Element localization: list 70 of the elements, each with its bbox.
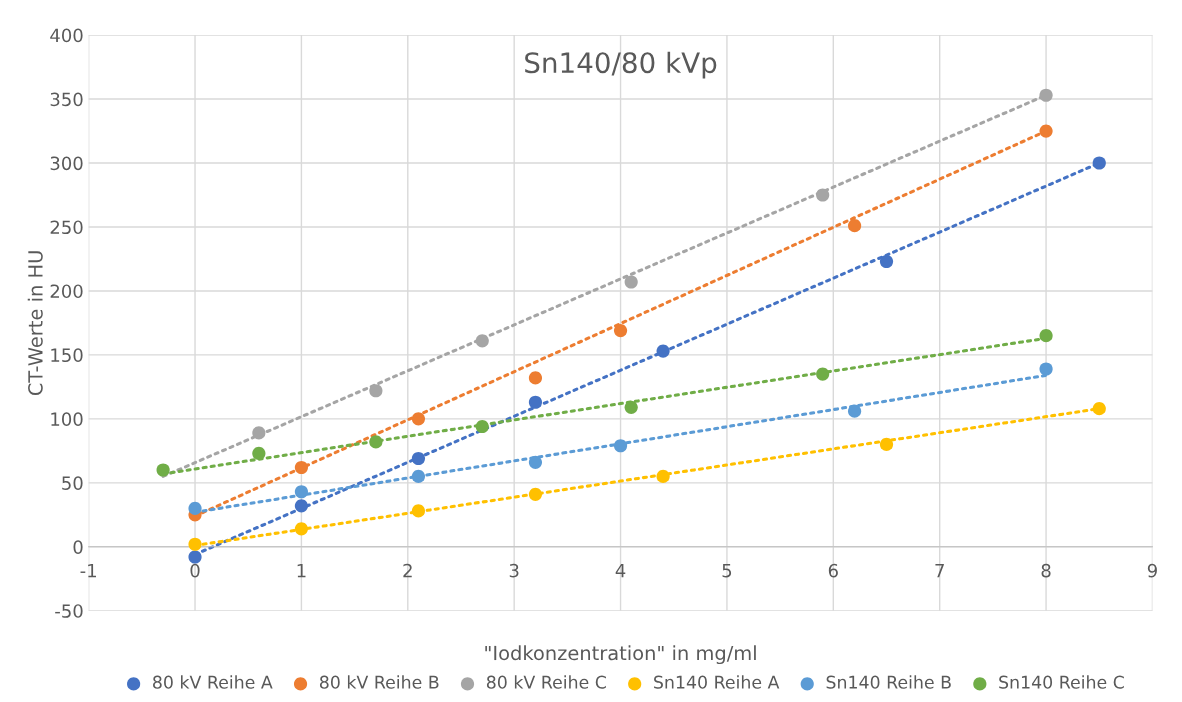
point [656,469,670,484]
y-tick-label: -50 [55,604,83,618]
point [528,455,543,469]
point [1039,124,1053,138]
point [188,501,202,515]
point [475,334,489,348]
point [1039,329,1053,343]
x-tick-label: 7 [935,564,944,578]
point [624,400,638,414]
text: Sn140/80 kVp [525,51,717,79]
point [369,384,383,398]
point [1039,362,1053,376]
point [294,485,308,499]
point [252,446,266,460]
point [411,412,426,426]
point [411,504,426,518]
point [528,371,543,385]
point [188,550,202,564]
x-tick-label: 6 [828,563,838,578]
legend-label: Sn140 Reihe C [999,675,1124,689]
legend-label: Sn140 Reihe A [654,675,780,689]
point [656,344,670,358]
point [816,188,830,202]
point [879,254,894,269]
legend-label: 80 kV Reihe A [153,675,273,689]
point [1039,88,1053,102]
point [624,275,638,289]
point [294,499,308,513]
y-tick-label: 350 [50,92,83,107]
point [528,487,543,501]
x-tick-label: 1 [297,564,306,578]
point [1092,402,1106,416]
point [528,395,543,409]
point [1092,156,1106,170]
x-axis-title: "Iodkonzentration" in mg/ml [485,645,756,665]
point [848,404,862,418]
x-tick-label: 9 [1147,563,1157,578]
point [879,437,894,452]
x-tick-label: 0 [190,563,200,578]
y-tick-label: 250 [50,220,83,235]
y-tick-label: 300 [50,156,83,171]
x-tick-label: 4 [615,564,626,578]
y-tick-label: 50 [62,476,83,490]
legend-label: 80 kV Reihe B [319,675,439,689]
y-axis-title: CT-Werte in HU [27,251,43,396]
point [848,219,862,233]
point [252,426,266,440]
x-tick-label: 2 [403,563,412,578]
point [369,435,383,449]
point [411,469,426,484]
legend-label: Sn140 Reihe B [826,675,951,689]
x-tick-label: 5 [722,564,732,578]
point [613,439,628,453]
y-tick-label: 100 [51,412,83,426]
y-tick-label: 0 [73,540,83,554]
point [156,463,170,477]
point [411,451,426,466]
point [294,522,308,536]
point [816,367,830,381]
point [294,460,308,475]
point [613,324,628,338]
x-tick-label: 3 [509,563,519,578]
x-tick-label: 8 [1041,563,1051,578]
x-tick-label: -1 [80,564,96,578]
y-tick-label: 150 [51,348,83,363]
legend-label: 80 kV Reihe C [486,675,606,689]
point [188,537,202,551]
point [475,419,489,434]
y-tick-label: 400 [50,28,83,43]
y-tick-label: 200 [50,284,83,299]
